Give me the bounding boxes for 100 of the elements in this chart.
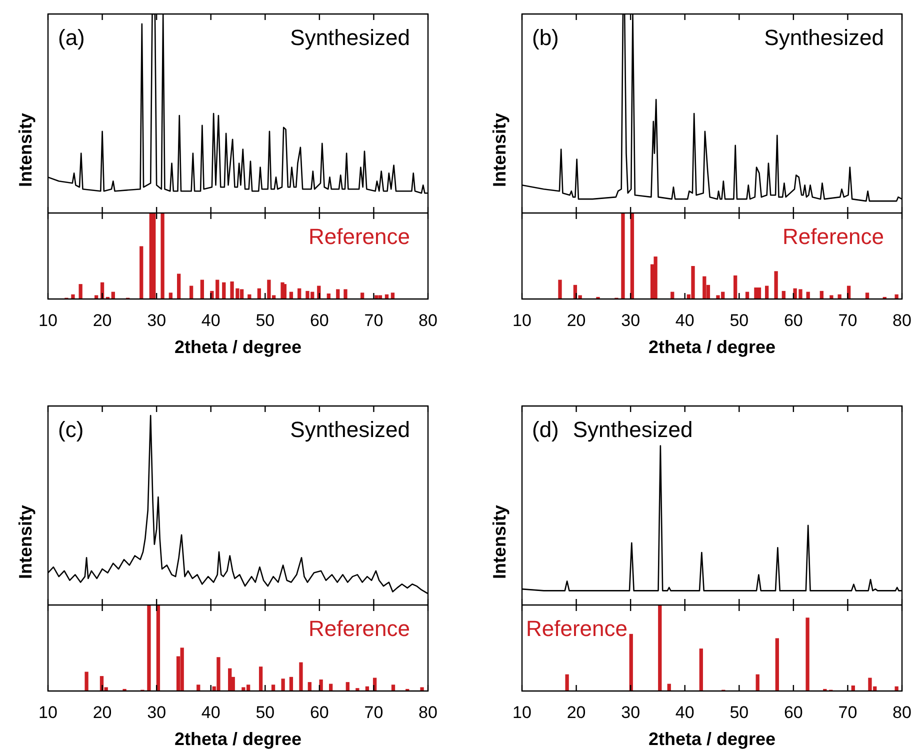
x-tick-label: 20 bbox=[566, 702, 586, 722]
bar bbox=[838, 294, 842, 299]
bar bbox=[152, 213, 156, 299]
bar bbox=[702, 276, 706, 299]
x-tick-label: 20 bbox=[92, 310, 112, 330]
bar bbox=[344, 289, 348, 299]
bar bbox=[308, 682, 312, 691]
bar bbox=[258, 666, 263, 691]
bar bbox=[621, 213, 625, 299]
x-tick-label: 70 bbox=[838, 310, 858, 330]
bar bbox=[756, 674, 760, 691]
annotation: (b) bbox=[532, 25, 559, 50]
bar bbox=[160, 213, 164, 299]
x-tick-label: 70 bbox=[364, 702, 384, 722]
bar bbox=[654, 256, 658, 299]
bar bbox=[346, 682, 350, 691]
y-axis-title: Intensity bbox=[490, 504, 510, 580]
bar bbox=[281, 678, 285, 691]
bar bbox=[336, 289, 340, 299]
x-tick-label: 60 bbox=[310, 702, 329, 722]
bar bbox=[71, 294, 75, 299]
x-tick-label: 60 bbox=[784, 310, 803, 330]
annotation: Reference bbox=[526, 616, 628, 642]
bar bbox=[180, 648, 184, 691]
bar bbox=[156, 605, 160, 691]
bar bbox=[658, 605, 662, 691]
bar bbox=[147, 605, 151, 691]
x-tick-label: 40 bbox=[201, 310, 220, 330]
x-tick-label: 40 bbox=[201, 702, 220, 722]
x-tick-label: 60 bbox=[310, 310, 329, 330]
bar bbox=[894, 686, 898, 691]
bar bbox=[734, 275, 738, 299]
x-tick-label: 50 bbox=[256, 702, 275, 722]
text: (d) bbox=[532, 417, 559, 442]
bar bbox=[84, 672, 88, 691]
bar bbox=[775, 638, 779, 691]
bar bbox=[699, 648, 703, 691]
x-tick-label: 10 bbox=[512, 310, 532, 330]
bar bbox=[282, 284, 287, 299]
bar bbox=[390, 292, 395, 299]
bar bbox=[356, 688, 360, 691]
x-tick-label: 10 bbox=[38, 310, 58, 330]
x-tick-label: 30 bbox=[147, 310, 166, 330]
bar bbox=[257, 288, 261, 299]
x-tick-label: 40 bbox=[675, 702, 694, 722]
bar bbox=[374, 295, 378, 299]
bar bbox=[830, 295, 834, 299]
annotation: (c) bbox=[58, 417, 84, 442]
bar bbox=[289, 676, 294, 691]
annotation: Synthesized bbox=[290, 417, 410, 442]
x-axis-title: 2theta / degree bbox=[648, 729, 776, 750]
annotation: Reference bbox=[782, 224, 884, 250]
annotation: Reference bbox=[308, 616, 410, 642]
x-tick-label: 50 bbox=[256, 310, 275, 330]
annotation: Synthesized bbox=[764, 25, 884, 50]
x-tick-label: 20 bbox=[92, 702, 112, 722]
x-tick-label: 10 bbox=[38, 702, 58, 722]
x-tick-label: 80 bbox=[892, 310, 912, 330]
y-axis-title: Intensity bbox=[16, 504, 36, 580]
x-tick-label: 80 bbox=[418, 310, 438, 330]
bar bbox=[420, 687, 424, 691]
bar bbox=[298, 288, 302, 299]
bar bbox=[196, 684, 200, 691]
x-tick-label: 50 bbox=[730, 310, 749, 330]
bar bbox=[216, 657, 220, 691]
x-tick-label: 50 bbox=[730, 702, 749, 722]
x-axis-title: 2theta / degree bbox=[174, 337, 302, 358]
bar bbox=[894, 294, 898, 299]
bar bbox=[271, 684, 276, 691]
bar bbox=[806, 618, 810, 691]
bar bbox=[558, 280, 562, 299]
y-axis-title: Intensity bbox=[16, 112, 36, 188]
bar bbox=[865, 292, 870, 299]
bar bbox=[78, 284, 82, 299]
x-tick-label: 70 bbox=[364, 310, 384, 330]
annotation: Synthesized bbox=[290, 25, 410, 50]
x-tick-label: 30 bbox=[621, 310, 640, 330]
bar bbox=[774, 271, 778, 299]
bar bbox=[168, 292, 173, 299]
bar bbox=[222, 282, 226, 299]
bar bbox=[360, 292, 364, 299]
x-tick-label: 70 bbox=[838, 702, 858, 722]
bar bbox=[629, 634, 633, 691]
bar bbox=[299, 662, 303, 691]
bar bbox=[765, 286, 769, 299]
bar bbox=[319, 679, 323, 691]
x-tick-label: 30 bbox=[621, 702, 640, 722]
annotation: (a) bbox=[58, 25, 85, 50]
bar bbox=[391, 684, 396, 691]
bar bbox=[240, 289, 244, 299]
x-tick-label: 80 bbox=[892, 702, 912, 722]
bar bbox=[177, 274, 181, 299]
x-tick-label: 80 bbox=[418, 702, 438, 722]
x-axis-title: 2theta / degree bbox=[174, 729, 302, 750]
bar bbox=[140, 246, 144, 299]
bar bbox=[200, 280, 204, 299]
bar bbox=[189, 286, 194, 299]
bar bbox=[691, 266, 695, 299]
bar bbox=[228, 668, 232, 691]
bar bbox=[630, 213, 634, 299]
